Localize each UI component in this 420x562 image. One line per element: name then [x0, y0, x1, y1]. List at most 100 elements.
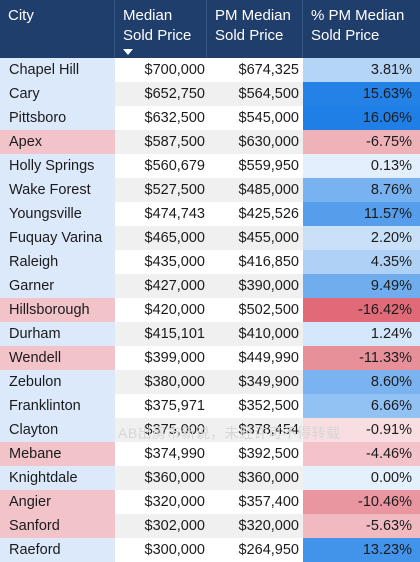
column-header-pct-pm-median[interactable]: % PM Median Sold Price [303, 0, 420, 58]
cell-median-sold-price: $587,500 [115, 130, 207, 154]
cell-pct-pm-median: 4.35% [303, 250, 420, 274]
cell-city: Pittsboro [0, 106, 115, 130]
cell-pm-median-sold-price: $674,325 [207, 58, 303, 82]
cell-pct-pm-median: -0.91% [303, 418, 420, 442]
cell-city: Youngsville [0, 202, 115, 226]
cell-pct-pm-median: 11.57% [303, 202, 420, 226]
cell-median-sold-price: $527,500 [115, 178, 207, 202]
header-pct-line2: Sold Price [311, 27, 380, 44]
cell-pm-median-sold-price: $425,526 [207, 202, 303, 226]
table-row[interactable]: Hillsborough $420,000 $502,500 -16.42% [0, 298, 420, 322]
cell-pct-pm-median: 8.76% [303, 178, 420, 202]
cell-median-sold-price: $652,750 [115, 82, 207, 106]
cell-pm-median-sold-price: $545,000 [207, 106, 303, 130]
cell-median-sold-price: $474,743 [115, 202, 207, 226]
cell-city: Apex [0, 130, 115, 154]
cell-city: Clayton [0, 418, 115, 442]
cell-pct-pm-median: 13.23% [303, 538, 420, 562]
column-header-city[interactable]: City [0, 0, 115, 58]
cell-pct-pm-median: 0.00% [303, 466, 420, 490]
cell-city: Mebane [0, 442, 115, 466]
cell-pct-pm-median: -10.46% [303, 490, 420, 514]
cell-pct-pm-median: 6.66% [303, 394, 420, 418]
cell-pct-pm-median: 9.49% [303, 274, 420, 298]
cell-pct-pm-median: 2.20% [303, 226, 420, 250]
table-row[interactable]: Mebane $374,990 $392,500 -4.46% [0, 442, 420, 466]
table-row[interactable]: Raeford $300,000 $264,950 13.23% [0, 538, 420, 562]
table-body: Chapel Hill $700,000 $674,325 3.81% Cary $652… [0, 58, 420, 562]
cell-median-sold-price: $360,000 [115, 466, 207, 490]
table-row[interactable]: Knightdale $360,000 $360,000 0.00% [0, 466, 420, 490]
header-pm-line1: PM Median [215, 7, 291, 24]
cell-pm-median-sold-price: $360,000 [207, 466, 303, 490]
column-header-median[interactable]: Median Sold Price [115, 0, 207, 58]
cell-median-sold-price: $632,500 [115, 106, 207, 130]
cell-pct-pm-median: 16.06% [303, 106, 420, 130]
cell-pm-median-sold-price: $502,500 [207, 298, 303, 322]
cell-pct-pm-median: -6.75% [303, 130, 420, 154]
table-row[interactable]: Holly Springs $560,679 $559,950 0.13% [0, 154, 420, 178]
column-header-pm-median[interactable]: PM Median Sold Price [207, 0, 303, 58]
cell-city: Wendell [0, 346, 115, 370]
header-pm-line2: Sold Price [215, 27, 284, 44]
cell-pm-median-sold-price: $416,850 [207, 250, 303, 274]
cell-pm-median-sold-price: $320,000 [207, 514, 303, 538]
cell-median-sold-price: $320,000 [115, 490, 207, 514]
cell-median-sold-price: $375,000 [115, 418, 207, 442]
header-city-label: City [8, 7, 34, 24]
table-row[interactable]: Clayton $375,000 $378,454 -0.91% [0, 418, 420, 442]
cell-pct-pm-median: 15.63% [303, 82, 420, 106]
cell-pm-median-sold-price: $485,000 [207, 178, 303, 202]
table-row[interactable]: Durham $415,101 $410,000 1.24% [0, 322, 420, 346]
table-row[interactable]: Fuquay Varina $465,000 $455,000 2.20% [0, 226, 420, 250]
cell-pm-median-sold-price: $349,900 [207, 370, 303, 394]
cell-city: Holly Springs [0, 154, 115, 178]
table-row[interactable]: Angier $320,000 $357,400 -10.46% [0, 490, 420, 514]
cell-median-sold-price: $300,000 [115, 538, 207, 562]
table-row[interactable]: Sanford $302,000 $320,000 -5.63% [0, 514, 420, 538]
cell-pm-median-sold-price: $378,454 [207, 418, 303, 442]
cell-median-sold-price: $399,000 [115, 346, 207, 370]
cell-pct-pm-median: -5.63% [303, 514, 420, 538]
table-row[interactable]: Youngsville $474,743 $425,526 11.57% [0, 202, 420, 226]
cell-pct-pm-median: 8.60% [303, 370, 420, 394]
header-median-line1: Median [123, 7, 173, 24]
table-row[interactable]: Cary $652,750 $564,500 15.63% [0, 82, 420, 106]
cell-pm-median-sold-price: $264,950 [207, 538, 303, 562]
sort-down-icon[interactable] [123, 49, 133, 55]
table-row[interactable]: Wake Forest $527,500 $485,000 8.76% [0, 178, 420, 202]
cell-city: Sanford [0, 514, 115, 538]
table-row[interactable]: Chapel Hill $700,000 $674,325 3.81% [0, 58, 420, 82]
table-row[interactable]: Pittsboro $632,500 $545,000 16.06% [0, 106, 420, 130]
cell-pm-median-sold-price: $392,500 [207, 442, 303, 466]
cell-city: Wake Forest [0, 178, 115, 202]
cell-pm-median-sold-price: $630,000 [207, 130, 303, 154]
cell-median-sold-price: $375,971 [115, 394, 207, 418]
cell-pm-median-sold-price: $390,000 [207, 274, 303, 298]
cell-pm-median-sold-price: $449,990 [207, 346, 303, 370]
cell-pm-median-sold-price: $564,500 [207, 82, 303, 106]
cell-city: Raleigh [0, 250, 115, 274]
cell-pm-median-sold-price: $357,400 [207, 490, 303, 514]
table-header: City Median Sold Price PM Median Sold Pr… [0, 0, 420, 58]
cell-city: Durham [0, 322, 115, 346]
cell-city: Knightdale [0, 466, 115, 490]
table-row[interactable]: Garner $427,000 $390,000 9.49% [0, 274, 420, 298]
cell-median-sold-price: $700,000 [115, 58, 207, 82]
cell-median-sold-price: $560,679 [115, 154, 207, 178]
table-row[interactable]: Apex $587,500 $630,000 -6.75% [0, 130, 420, 154]
table-row[interactable]: Wendell $399,000 $449,990 -11.33% [0, 346, 420, 370]
cell-city: Zebulon [0, 370, 115, 394]
table-row[interactable]: Raleigh $435,000 $416,850 4.35% [0, 250, 420, 274]
cell-median-sold-price: $374,990 [115, 442, 207, 466]
cell-pct-pm-median: 1.24% [303, 322, 420, 346]
cell-pct-pm-median: 3.81% [303, 58, 420, 82]
cell-city: Raeford [0, 538, 115, 562]
table-row[interactable]: Franklinton $375,971 $352,500 6.66% [0, 394, 420, 418]
table-row[interactable]: Zebulon $380,000 $349,900 8.60% [0, 370, 420, 394]
cell-median-sold-price: $415,101 [115, 322, 207, 346]
cell-city: Garner [0, 274, 115, 298]
header-pct-line1: % PM Median [311, 7, 405, 24]
cell-city: Hillsborough [0, 298, 115, 322]
cell-pct-pm-median: -11.33% [303, 346, 420, 370]
